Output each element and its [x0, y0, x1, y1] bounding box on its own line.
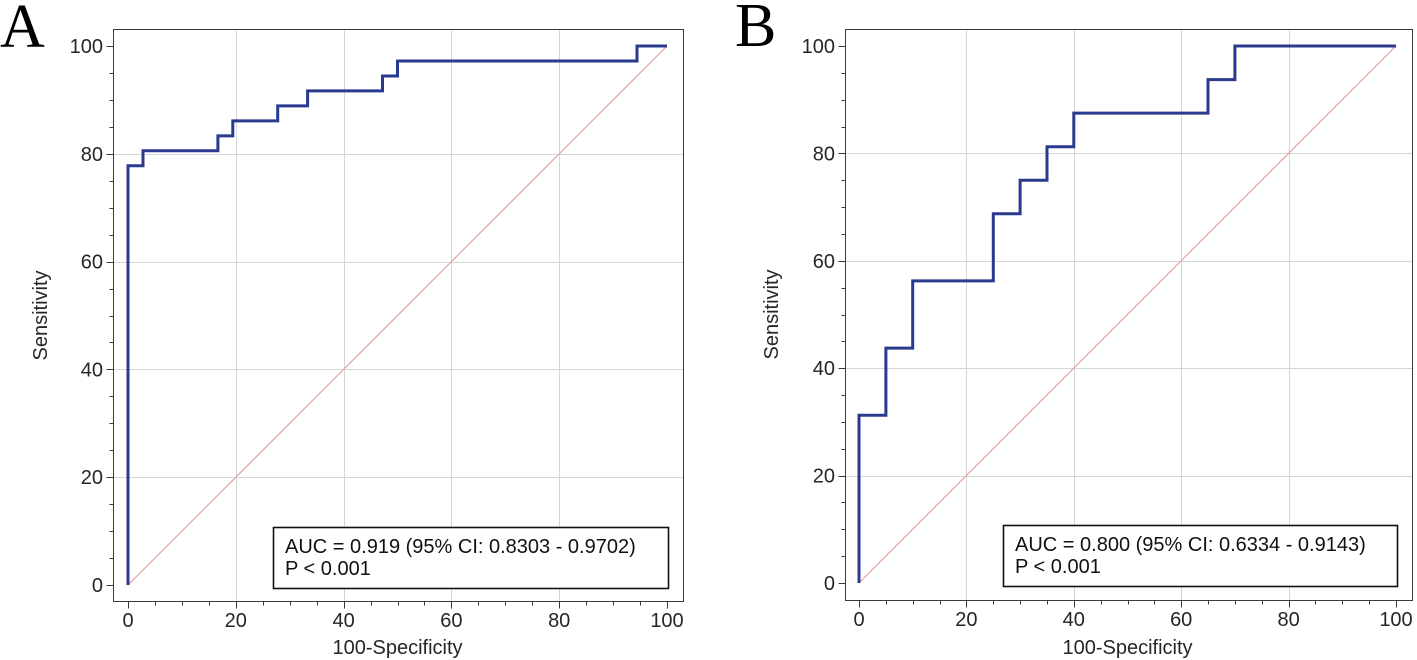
annotation-box: AUC = 0.919 (95% CI: 0.8303 - 0.9702) P …	[272, 526, 670, 590]
roc-curve	[126, 44, 667, 585]
auc-text: AUC = 0.919 (95% CI: 0.8303 - 0.9702)	[285, 536, 636, 558]
grid-layer	[113, 29, 683, 601]
reference-diagonal-line	[127, 45, 668, 586]
chart-panel-b: 0 20 40 60 80 100 0 20 40 60 80 100 AUC = 0.800 (95…	[735, 0, 1413, 659]
x-tick-label: 20	[955, 609, 977, 631]
x-tick-label: 0	[853, 609, 864, 631]
panel-label: A	[0, 0, 45, 61]
panel-label: B	[735, 0, 776, 60]
p-value-text: P < 0.001	[285, 558, 371, 580]
x-tick-label: 80	[548, 610, 570, 632]
x-axis-title: 100-Specificity	[1062, 637, 1192, 659]
y-tick-label: 100	[802, 36, 835, 58]
annotation-box: AUC = 0.800 (95% CI: 0.6334 - 0.9143) P …	[1002, 524, 1399, 588]
p-value-text: P < 0.001	[1015, 556, 1101, 578]
y-tick-label: 20	[81, 467, 103, 489]
y-tick-label: 0	[824, 573, 835, 595]
axis-layer: 0 20 40 60 80 100 0 20 40 60 80 100	[802, 36, 1413, 631]
annotation-box-border	[272, 526, 670, 590]
x-tick-label: 60	[440, 610, 462, 632]
series-layer	[857, 44, 1397, 584]
x-tick-label: 20	[225, 610, 247, 632]
y-tick-label: 100	[70, 36, 103, 58]
y-tick-label: 80	[81, 144, 103, 166]
y-tick-label: 80	[813, 143, 835, 165]
x-tick-label: 100	[650, 610, 683, 632]
annotation-box-border	[1002, 524, 1399, 588]
x-tick-label: 100	[1379, 609, 1412, 631]
y-tick-label: 0	[92, 575, 103, 597]
y-tick-label: 40	[81, 359, 103, 381]
y-tick-label: 60	[813, 251, 835, 273]
x-tick-label: 40	[1063, 609, 1085, 631]
x-axis-title: 100-Specificity	[332, 637, 462, 659]
grid-layer	[845, 29, 1412, 600]
series-layer	[126, 44, 668, 586]
x-tick-label: 60	[1170, 609, 1192, 631]
y-axis-title: Sensitivity	[30, 270, 52, 360]
auc-text: AUC = 0.800 (95% CI: 0.6334 - 0.9143)	[1015, 534, 1366, 556]
chart-panel-a: 0 20 40 60 80 100 0 20 40 60 80 100 AUC = 0.919 (95…	[0, 0, 684, 659]
x-tick-label: 40	[332, 610, 354, 632]
x-tick-label: 80	[1277, 609, 1299, 631]
axis-layer: 0 20 40 60 80 100 0 20 40 60 80 100	[70, 36, 684, 632]
y-tick-label: 60	[81, 252, 103, 274]
roc-curve	[857, 44, 1396, 583]
y-tick-label: 40	[813, 358, 835, 380]
x-tick-label: 0	[122, 610, 133, 632]
reference-diagonal-line	[858, 45, 1397, 584]
y-tick-label: 20	[813, 466, 835, 488]
y-axis-title: Sensitivity	[761, 269, 783, 359]
